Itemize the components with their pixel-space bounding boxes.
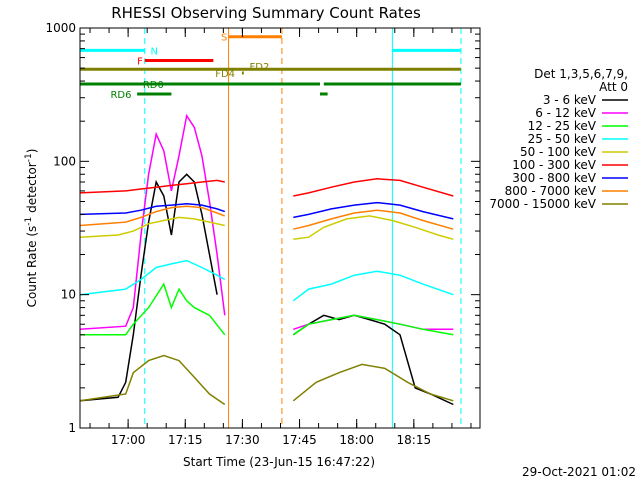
vertical-markers [144, 28, 462, 428]
y-tick-label-3: 1000 [45, 21, 76, 35]
legend-label-6: 300 - 800 keV [512, 171, 596, 185]
series-line-8-0 [79, 354, 226, 406]
legend-label-3: 25 - 50 keV [528, 132, 597, 146]
series-line-2-1 [292, 314, 454, 336]
y-axis-label-end: detector [25, 162, 39, 217]
x-tick-label-2: 17:30 [225, 433, 260, 447]
series-line-6-0 [79, 203, 226, 216]
flag-label-2: S [221, 33, 227, 44]
x-tick-label-1: 17:15 [168, 433, 203, 447]
series-line-7-0 [79, 205, 226, 227]
y-axis-label-tail: ) [25, 149, 39, 154]
x-tick-label-5: 18:15 [397, 433, 432, 447]
series-line-2-0 [80, 282, 226, 336]
flag-label-0: N [150, 46, 157, 57]
y-axis-label: Count Rate (s-1 detector-1) [24, 149, 39, 308]
series-line-6-1 [293, 201, 454, 220]
series-line-7-1 [293, 209, 454, 230]
series-line-0-1 [292, 314, 454, 406]
series-line-8-1 [292, 363, 454, 402]
y-tick-label-0: 1 [68, 421, 76, 435]
legend-label-1: 6 - 12 keV [535, 106, 597, 120]
legend-label-4: 50 - 100 keV [520, 145, 597, 159]
flag-label-6: RD0 [143, 80, 164, 91]
y-tick-label-1: 10 [61, 288, 76, 302]
legend-header-0: Det 1,3,5,6,7,9, [534, 67, 628, 81]
legend-label-2: 12 - 25 keV [528, 119, 597, 133]
series-line-3-1 [292, 270, 454, 302]
axes: 1 10 100 1000 17:00 17:15 17:30 17:45 18:00 18:15 [45, 21, 480, 447]
flag-label-5: FD4 [215, 69, 235, 80]
y-axis-label-sup2: -1 [24, 153, 34, 162]
flag-label-1: F [137, 57, 143, 68]
x-tick-label-0: 17:00 [111, 433, 146, 447]
series-line-4-0 [79, 216, 225, 238]
footer-date: 29-Oct-2021 01:02 [522, 465, 636, 479]
legend-label-5: 100 - 300 keV [512, 158, 596, 172]
x-axis-label: Start Time (23-Jun-15 16:47:22) [183, 455, 375, 469]
legend-label-8: 7000 - 15000 keV [489, 197, 596, 211]
y-axis-label-sup: -1 [24, 217, 34, 226]
series-line-5-0 [79, 179, 225, 194]
legend-label-7: 800 - 7000 keV [505, 184, 597, 198]
flag-label-7: RD6 [110, 90, 131, 101]
series-line-0-0 [79, 173, 218, 402]
data-series [79, 113, 454, 406]
series-line-3-0 [79, 259, 226, 296]
legend-label-0: 3 - 6 keV [543, 93, 597, 107]
series-line-4-1 [293, 215, 454, 241]
x-tick-label-3: 17:45 [282, 433, 317, 447]
series-line-5-1 [293, 178, 454, 197]
y-tick-label-2: 100 [53, 154, 76, 168]
flag-bars: NF S FD2 FD4 RD0 RD6 [80, 33, 461, 101]
x-tick-label-4: 18:00 [339, 433, 374, 447]
chart-title: RHESSI Observing Summary Count Rates [111, 4, 421, 22]
flag-label-4: FD2 [250, 62, 270, 73]
y-axis-label-main: Count Rate (s [25, 226, 39, 308]
legend-header-1: Att 0 [599, 80, 628, 94]
